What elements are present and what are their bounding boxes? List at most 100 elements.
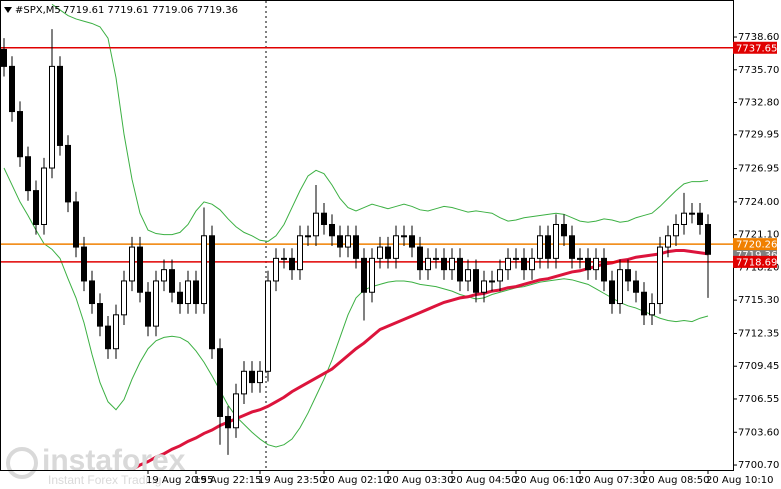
candle-body bbox=[601, 257, 607, 282]
x-tick-label: 19 Aug 20:55 bbox=[146, 475, 213, 486]
candle-body bbox=[449, 257, 455, 271]
candle-body bbox=[425, 257, 431, 271]
candle-body bbox=[185, 280, 191, 305]
candle-body bbox=[305, 235, 311, 238]
candle-body bbox=[177, 291, 183, 305]
candle-body bbox=[89, 280, 95, 305]
candle-body bbox=[113, 314, 119, 350]
candle-body bbox=[153, 280, 159, 327]
candle-body bbox=[137, 246, 143, 293]
axis-layer: 7738.60 7735.70 7732.80 7729.95 7726.95 7724.… bbox=[146, 32, 779, 486]
candle-body bbox=[105, 325, 111, 350]
y-tick-label: 7715.30 bbox=[738, 295, 779, 306]
candle-body bbox=[393, 235, 399, 259]
y-tick-label: 7703.60 bbox=[738, 427, 779, 438]
candle-body bbox=[329, 223, 335, 237]
candle-body bbox=[81, 246, 87, 282]
candle-body bbox=[665, 235, 671, 248]
candle-body bbox=[553, 223, 559, 259]
candle-body bbox=[25, 156, 31, 192]
candle-body bbox=[49, 65, 55, 169]
candle-body bbox=[385, 246, 391, 259]
candle-body bbox=[169, 269, 175, 293]
candle-body bbox=[545, 235, 551, 259]
level-label-box bbox=[733, 238, 777, 251]
y-tick-label: 7724.00 bbox=[738, 197, 779, 208]
plot-frame bbox=[0, 0, 734, 471]
candle-body bbox=[9, 65, 15, 113]
candle-body bbox=[145, 291, 151, 327]
candle-body bbox=[705, 223, 711, 255]
x-tick-label: 20 Aug 03:30 bbox=[386, 475, 453, 486]
y-tick-label: 7726.95 bbox=[738, 164, 779, 175]
x-tick-label: 20 Aug 10:10 bbox=[706, 475, 773, 486]
level-label-box bbox=[733, 41, 777, 54]
x-tick-label: 20 Aug 07:30 bbox=[578, 475, 645, 486]
candle-body bbox=[377, 246, 383, 259]
y-tick-label: 7729.95 bbox=[738, 130, 779, 141]
y-tick-label: 7709.45 bbox=[738, 361, 779, 372]
level-label: 7718.69 bbox=[736, 257, 777, 268]
candle-body bbox=[353, 235, 359, 259]
y-tick-label: 7706.55 bbox=[738, 394, 779, 405]
candle-body bbox=[225, 415, 231, 429]
candle-body bbox=[97, 303, 103, 327]
last-price-label: 7719.36 bbox=[736, 250, 777, 261]
watermark-brand: instaforex bbox=[42, 444, 186, 477]
indicator-line bbox=[3, 167, 709, 448]
symbol: #SPX,M5 bbox=[15, 5, 61, 16]
candle-body bbox=[345, 235, 351, 248]
y-tick-label: 7732.80 bbox=[738, 98, 779, 109]
candle-body bbox=[617, 269, 623, 305]
candle-body bbox=[529, 257, 535, 271]
x-tick-label: 20 Aug 06:10 bbox=[514, 475, 581, 486]
candle-body bbox=[217, 348, 223, 417]
candle-body bbox=[657, 246, 663, 305]
indicator-line bbox=[51, 3, 709, 242]
candle-body bbox=[625, 269, 631, 282]
candle-body bbox=[561, 223, 567, 237]
candle-body bbox=[417, 246, 423, 271]
watermark-logo bbox=[6, 447, 38, 479]
candle-body bbox=[17, 111, 23, 158]
candle-body bbox=[673, 223, 679, 237]
x-tick-label: 20 Aug 02:10 bbox=[322, 475, 389, 486]
candle-body bbox=[433, 257, 439, 260]
candle-body bbox=[505, 257, 511, 271]
candle-body bbox=[249, 370, 255, 384]
candle-body bbox=[257, 370, 263, 384]
candle-body bbox=[593, 257, 599, 271]
candle-body bbox=[65, 144, 71, 203]
candle-body bbox=[209, 235, 215, 350]
candle-body bbox=[369, 257, 375, 293]
candle-body bbox=[361, 257, 367, 293]
candle-body bbox=[481, 280, 487, 293]
candle-body bbox=[297, 235, 303, 271]
candle-body bbox=[161, 269, 167, 282]
candle-body bbox=[73, 201, 79, 248]
candle-body bbox=[281, 257, 287, 260]
y-tick-label: 7738.60 bbox=[738, 32, 779, 43]
candle-body bbox=[401, 235, 407, 238]
header-icon bbox=[4, 7, 12, 13]
watermark: instaforex Instant Forex Trading bbox=[6, 444, 186, 487]
candle-layer bbox=[1, 29, 711, 455]
candle-body bbox=[57, 65, 63, 146]
candle-body bbox=[649, 303, 655, 316]
x-tick-label: 20 Aug 04:50 bbox=[450, 475, 517, 486]
y-tick-label: 7712.35 bbox=[738, 328, 779, 339]
x-tick-label: 19 Aug 23:50 bbox=[258, 475, 325, 486]
candle-body bbox=[497, 269, 503, 282]
candle-body bbox=[537, 235, 543, 259]
candle-body bbox=[689, 212, 695, 215]
candle-body bbox=[633, 280, 639, 293]
candle-body bbox=[33, 190, 39, 225]
candle-body bbox=[521, 257, 527, 271]
candle-body bbox=[569, 235, 575, 259]
level-label: 7720.26 bbox=[736, 240, 777, 251]
candle-body bbox=[273, 257, 279, 282]
candle-body bbox=[697, 212, 703, 225]
candle-body bbox=[337, 235, 343, 248]
candle-body bbox=[241, 370, 247, 395]
